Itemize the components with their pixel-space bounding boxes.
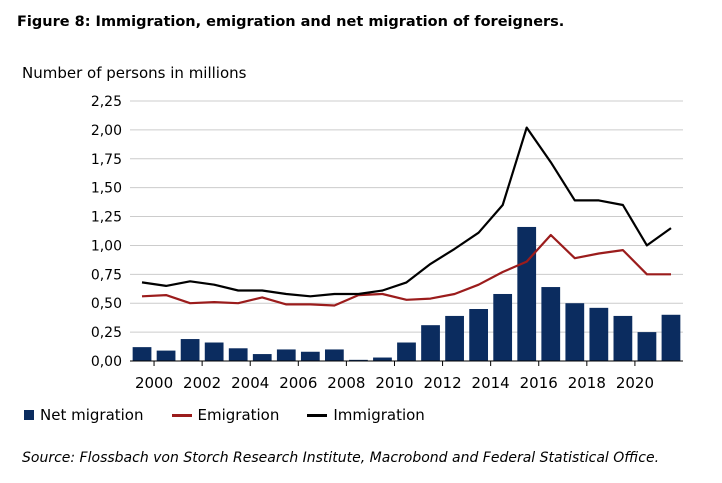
bar-net-migration	[180, 339, 200, 361]
x-tick-label: 2008	[327, 374, 365, 392]
bar-net-migration	[349, 359, 368, 361]
legend-item-immigration: Immigration	[307, 406, 425, 424]
bar-net-migration	[469, 309, 489, 361]
bar-net-migration	[156, 350, 176, 361]
bar-net-migration	[324, 349, 344, 361]
bar-net-migration	[132, 347, 152, 361]
bar-net-migration	[589, 307, 609, 361]
bar-net-migration	[373, 357, 392, 361]
x-tick-label: 2020	[616, 374, 654, 392]
bar-net-migration	[421, 325, 440, 361]
legend-item-emigration: Emigration	[171, 406, 280, 424]
source-note: Source: Flossbach von Storch Research In…	[22, 450, 660, 466]
bar-net-migration	[661, 314, 681, 361]
bar-net-migration	[541, 287, 561, 361]
x-tick-label: 2018	[568, 374, 606, 392]
y-tick-label: 2,25	[91, 94, 122, 110]
legend-label-immigration: Immigration	[333, 406, 425, 424]
bar-net-migration	[637, 332, 657, 361]
line-emigration	[141, 233, 671, 307]
bar-net-migration	[493, 293, 513, 361]
y-tick-label: 0,00	[91, 354, 122, 370]
bar-net-migration	[445, 315, 464, 361]
bar-net-migration	[300, 351, 320, 361]
y-tick-label: 1,50	[91, 181, 122, 197]
migration-chart: 0,00 0,25 0,50 0,75 1,00 1,25 1,50 1,75 2,00 2,25…	[91, 94, 683, 392]
y-tick-label: 1,25	[91, 210, 122, 226]
legend-label-emigration: Emigration	[197, 406, 280, 424]
bar-net-migration	[397, 342, 416, 361]
legend-label-net-migration: Net migration	[40, 406, 144, 424]
legend-swatch-net-migration	[24, 410, 34, 420]
legend-item-net-migration: Net migration	[24, 406, 144, 424]
figure-title: Figure 8: Immigration, emigration and ne…	[17, 14, 565, 30]
bar-net-migration	[276, 349, 296, 361]
bar-net-migration	[228, 348, 248, 361]
x-tick-label: 2012	[423, 374, 461, 392]
bar-net-migration	[252, 354, 272, 361]
x-tick-label: 2004	[231, 374, 269, 392]
line-immigration	[141, 126, 672, 298]
x-tick-label: 2014	[472, 374, 510, 392]
x-tick-label: 2006	[279, 374, 317, 392]
bar-net-migration	[204, 342, 224, 361]
legend-swatch-emigration	[171, 413, 192, 417]
y-axis-label: Number of persons in millions	[22, 64, 247, 82]
legend: Net migration Emigration Immigration	[24, 406, 453, 424]
bar-net-migration	[517, 226, 537, 361]
y-tick-label: 1,00	[91, 238, 122, 254]
legend-swatch-immigration	[307, 413, 328, 417]
x-tick-label: 2002	[183, 374, 221, 392]
x-tick-label: 2010	[375, 374, 413, 392]
y-tick-label: 0,75	[91, 267, 122, 283]
y-tick-label: 1,75	[91, 152, 122, 168]
bar-net-migration	[565, 303, 585, 361]
x-tick-label: 2016	[520, 374, 558, 392]
bar-net-migration	[613, 315, 633, 361]
y-tick-label: 0,50	[91, 296, 122, 312]
y-tick-label: 0,25	[91, 325, 122, 341]
x-tick-label: 2000	[135, 374, 173, 392]
y-tick-label: 2,00	[91, 123, 122, 139]
